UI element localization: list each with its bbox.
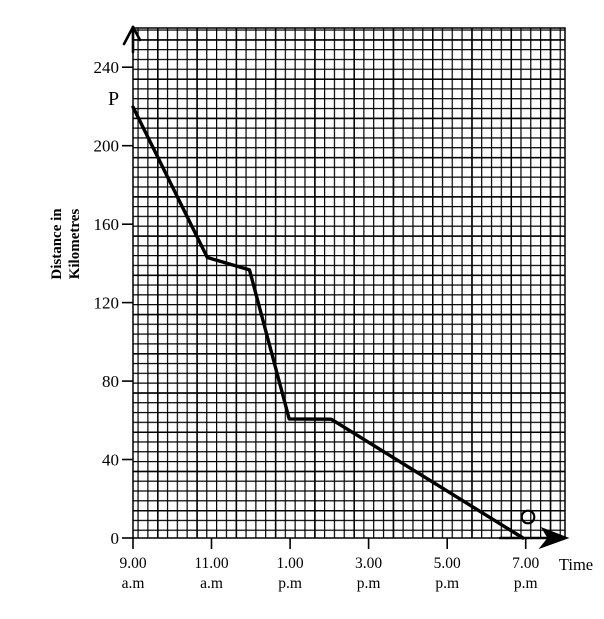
svg-text:p.m: p.m	[514, 575, 538, 592]
svg-text:9.00: 9.00	[119, 555, 146, 572]
svg-text:11.00: 11.00	[194, 555, 229, 572]
svg-text:200: 200	[94, 137, 120, 156]
svg-text:120: 120	[94, 294, 120, 313]
svg-text:Distance in: Distance in	[49, 208, 65, 280]
svg-text:3.00: 3.00	[355, 555, 382, 572]
svg-text:40: 40	[102, 451, 119, 470]
svg-text:1.00: 1.00	[277, 555, 304, 572]
svg-text:P: P	[108, 88, 119, 110]
svg-text:p.m: p.m	[278, 575, 302, 592]
svg-text:7.00: 7.00	[512, 555, 539, 572]
svg-text:5.00: 5.00	[434, 555, 461, 572]
svg-text:240: 240	[94, 58, 120, 77]
svg-text:a.m: a.m	[200, 575, 223, 592]
svg-text:80: 80	[102, 372, 119, 391]
svg-text:Time: Time	[559, 555, 593, 574]
svg-text:0: 0	[111, 529, 120, 548]
svg-text:p.m: p.m	[435, 575, 459, 592]
svg-text:p.m: p.m	[357, 575, 381, 592]
svg-text:a.m: a.m	[122, 575, 145, 592]
svg-text:160: 160	[94, 215, 120, 234]
svg-text:Kilometres: Kilometres	[67, 209, 83, 280]
